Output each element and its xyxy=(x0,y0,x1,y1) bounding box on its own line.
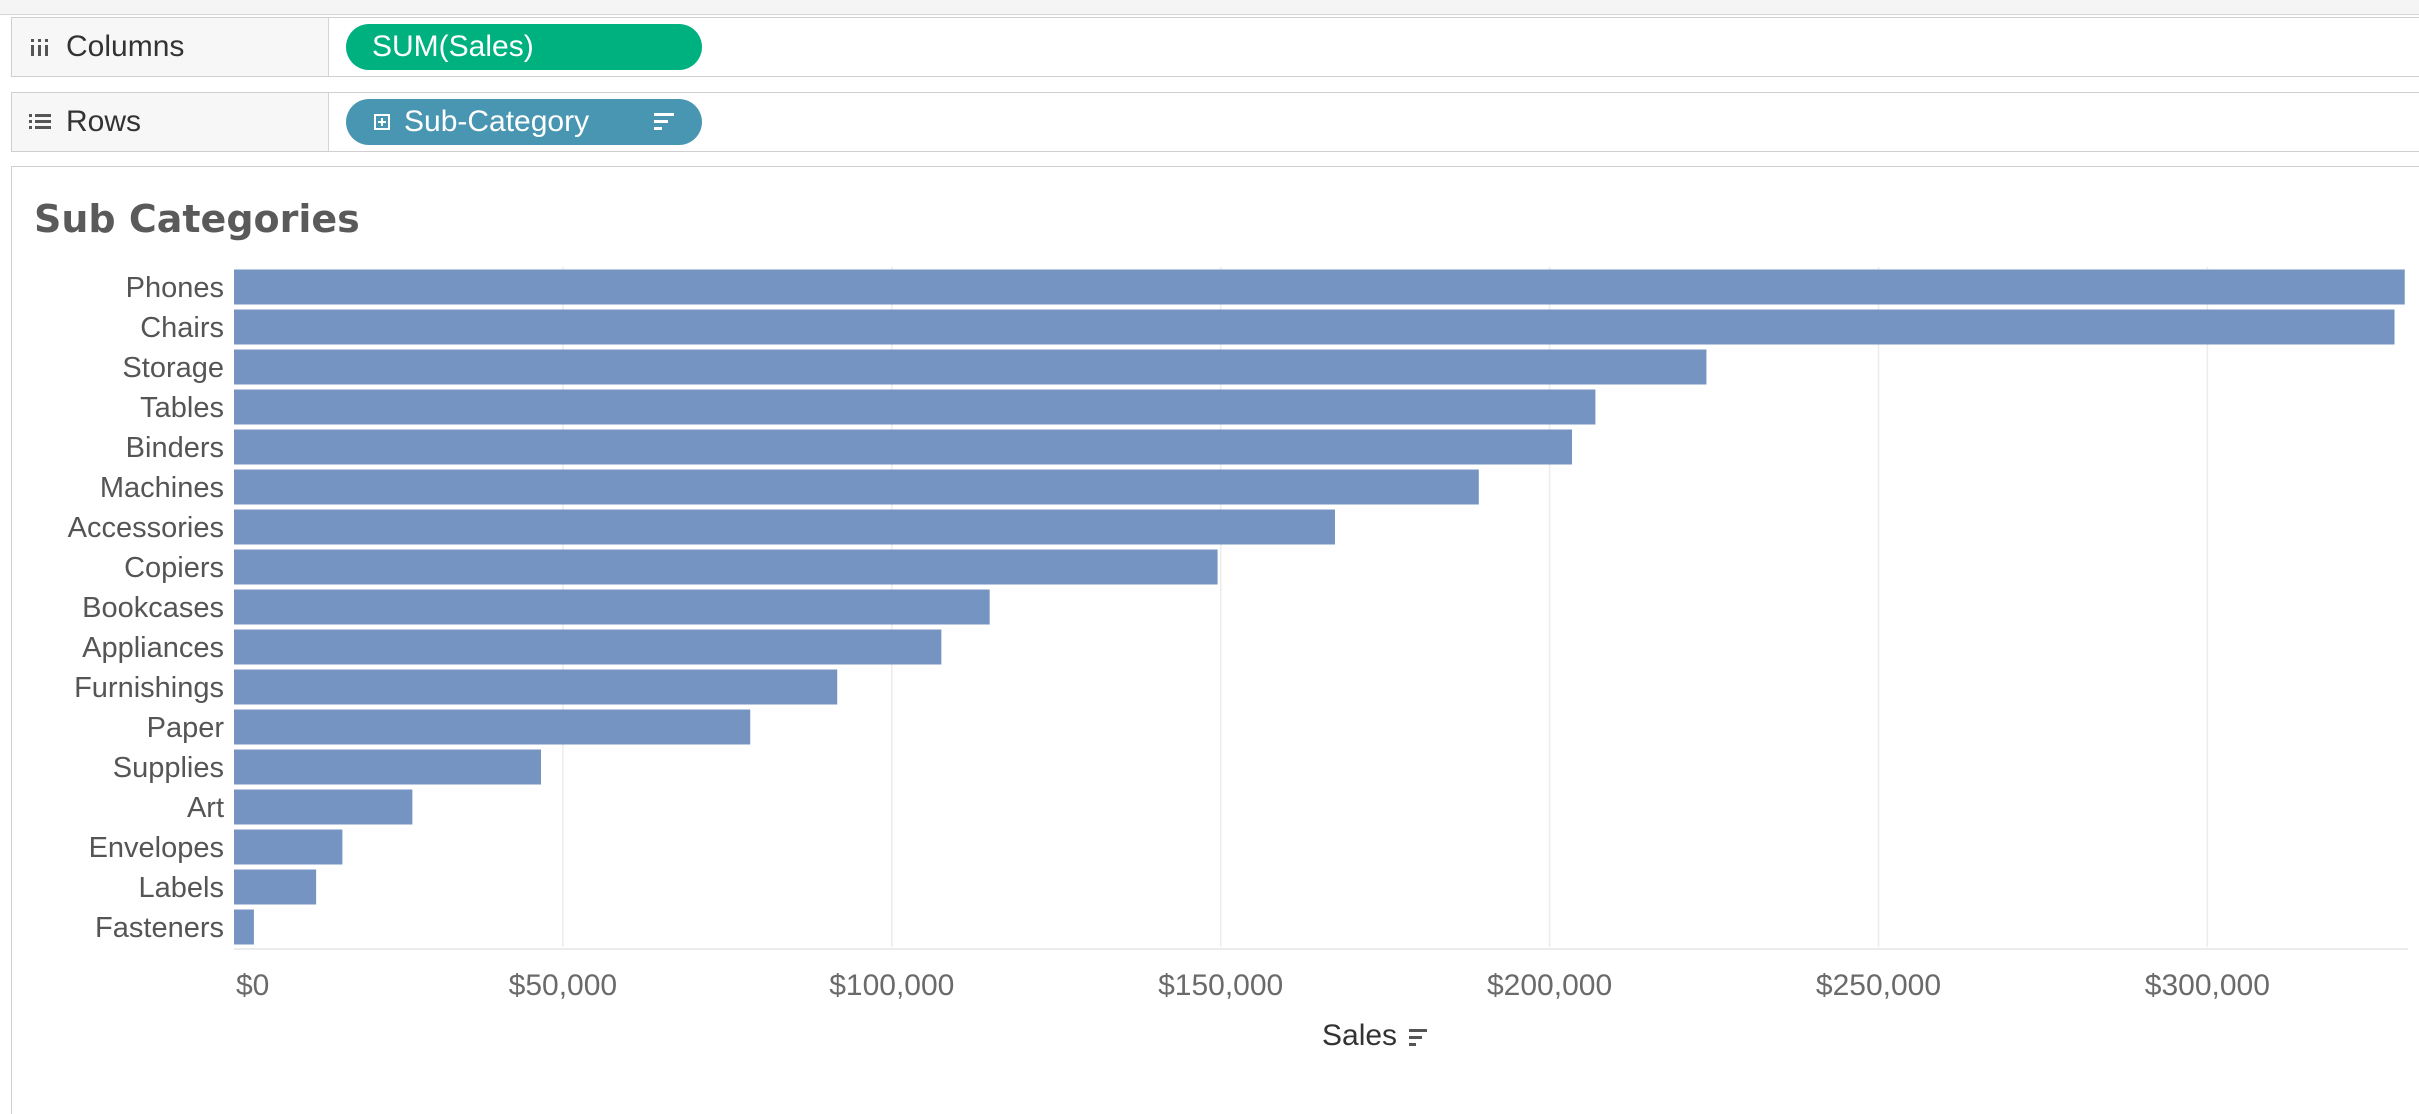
category-label-furnishings[interactable]: Furnishings xyxy=(74,672,224,704)
category-label-paper[interactable]: Paper xyxy=(147,712,225,744)
columns-icon xyxy=(26,33,54,61)
category-label-appliances[interactable]: Appliances xyxy=(82,632,224,664)
sum-sales-pill[interactable]: SUM(Sales) xyxy=(346,24,702,70)
bar-art[interactable] xyxy=(234,789,413,825)
category-label-accessories[interactable]: Accessories xyxy=(68,512,224,544)
top-toolbar-strip xyxy=(0,0,2419,15)
sort-descending-icon[interactable] xyxy=(654,113,674,134)
bar-binders[interactable] xyxy=(234,429,1573,465)
x-tick-label: $0 xyxy=(236,969,269,1002)
bar-chart: Phones Chairs Storage Tables Binders Machines… xyxy=(68,267,2408,1002)
category-label-fasteners[interactable]: Fasteners xyxy=(95,912,224,944)
bar-furnishings[interactable] xyxy=(234,669,838,705)
sum-sales-pill-text: SUM(Sales) xyxy=(372,30,534,63)
axis-sort-icon[interactable] xyxy=(1409,1023,1428,1050)
category-label-copiers[interactable]: Copiers xyxy=(124,552,224,584)
x-tick-label: $250,000 xyxy=(1816,969,1941,1002)
bar-supplies[interactable] xyxy=(234,749,542,785)
expand-plus-icon[interactable] xyxy=(374,114,390,130)
category-label-tables[interactable]: Tables xyxy=(140,392,224,424)
x-tick-label: $150,000 xyxy=(1158,969,1283,1002)
category-label-art[interactable]: Art xyxy=(187,792,224,824)
bar-chairs[interactable] xyxy=(234,309,2395,345)
x-tick-label: $100,000 xyxy=(829,969,954,1002)
x-tick-label: $300,000 xyxy=(2145,969,2270,1002)
columns-label-text: Columns xyxy=(66,30,185,63)
bar-copiers[interactable] xyxy=(234,549,1218,585)
category-label-supplies[interactable]: Supplies xyxy=(113,752,224,784)
category-label-labels[interactable]: Labels xyxy=(139,872,224,904)
category-label-chairs[interactable]: Chairs xyxy=(140,312,224,344)
rows-shelf-label: Rows xyxy=(12,93,329,151)
bar-storage[interactable] xyxy=(234,349,1707,385)
bar-bookcases[interactable] xyxy=(234,589,990,625)
x-axis-title-group: Sales xyxy=(1322,1019,1428,1053)
bar-phones[interactable] xyxy=(234,269,2405,305)
category-label-phones[interactable]: Phones xyxy=(126,272,224,304)
columns-shelf[interactable]: Columns SUM(Sales) xyxy=(11,17,2419,77)
category-label-binders[interactable]: Binders xyxy=(126,432,224,464)
x-axis-title: Sales xyxy=(1322,1019,1398,1052)
x-tick-label: $200,000 xyxy=(1487,969,1612,1002)
bar-fasteners[interactable] xyxy=(234,909,254,945)
category-label-bookcases[interactable]: Bookcases xyxy=(82,592,224,624)
rows-label-text: Rows xyxy=(66,105,142,138)
bar-envelopes[interactable] xyxy=(234,829,343,865)
visualization-pane: Sub Categories Phones Chairs Storage Tables… xyxy=(11,166,2419,1114)
category-label-envelopes[interactable]: Envelopes xyxy=(89,832,224,864)
bar-appliances[interactable] xyxy=(234,629,942,665)
rows-list-icon xyxy=(26,108,54,136)
category-label-machines[interactable]: Machines xyxy=(100,472,224,504)
category-label-storage[interactable]: Storage xyxy=(122,352,224,384)
sub-category-pill-text: Sub-Category xyxy=(404,105,590,138)
bar-tables[interactable] xyxy=(234,389,1596,425)
bar-machines[interactable] xyxy=(234,469,1479,505)
columns-shelf-label: Columns xyxy=(12,18,329,76)
bar-labels[interactable] xyxy=(234,869,317,905)
rows-shelf[interactable]: Rows Sub-Category xyxy=(11,92,2419,152)
bar-paper[interactable] xyxy=(234,709,751,745)
chart-title: Sub Categories xyxy=(34,197,360,241)
bar-accessories[interactable] xyxy=(234,509,1336,545)
sub-category-pill[interactable]: Sub-Category xyxy=(346,99,702,145)
x-tick-label: $50,000 xyxy=(509,969,617,1002)
